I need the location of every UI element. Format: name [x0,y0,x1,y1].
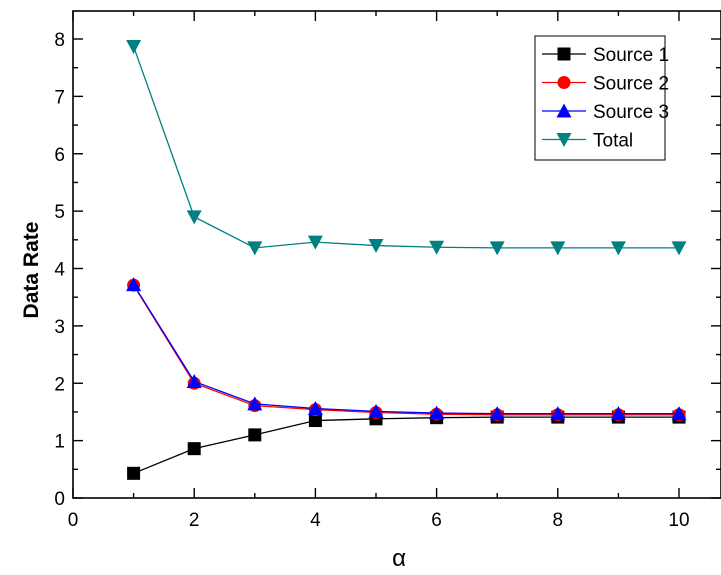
legend-label: Source 1 [593,45,669,66]
data-point [127,466,141,480]
series-line [132,46,679,249]
legend-item: Source 1 [542,45,669,66]
x-tick-label: 4 [310,510,321,531]
ticks-layer: 0 2 4 6 8 10 0 1 2 3 4 5 6 7 8 [54,11,721,531]
data-point [126,39,142,54]
legend-label: Source 3 [593,102,669,123]
data-point [247,241,263,256]
legend-item: Source 2 [542,74,669,95]
legend-item: Total [542,131,633,152]
legend-swatch-marker [557,76,571,89]
data-point [610,406,626,421]
legend-swatch-marker [557,47,571,61]
y-tick-label: 7 [54,87,65,108]
x-tick-label: 6 [431,510,442,531]
data-point [610,241,626,256]
series-4 [126,39,687,256]
series-line [133,416,679,474]
x-tick-label: 0 [68,510,79,531]
data-point [307,235,323,250]
data-point [368,403,384,418]
x-tick-label: 2 [189,510,200,531]
data-point [489,241,505,256]
x-tick-label: 8 [553,510,564,531]
legend-swatch-marker [556,133,572,147]
y-tick-label: 8 [54,30,65,51]
data-point [550,406,566,421]
y-tick-label: 3 [54,317,65,338]
series-line [133,284,679,416]
legend-item: Source 3 [542,102,669,123]
data-point [671,241,687,256]
data-point [368,239,384,254]
data-point [429,240,445,255]
y-tick-label: 4 [54,260,65,281]
y-tick-label: 2 [54,374,65,395]
series-layer [126,39,687,480]
series-line [133,284,679,415]
data-point [550,241,566,256]
y-tick-label: 6 [54,145,65,166]
data-point [186,210,202,225]
data-point [671,406,687,421]
y-tick-label: 5 [54,202,65,223]
legend: Source 1 Source 2 Source 3 Total [534,35,669,161]
data-point [307,400,323,415]
data-point [187,442,201,456]
legend-swatch-marker [556,103,572,118]
data-point [308,414,322,428]
data-point [247,396,263,411]
data-point [429,405,445,420]
legend-label: Total [593,131,633,152]
y-axis-title: Data Rate [20,222,43,319]
x-tick-label: 10 [668,510,689,531]
data-point [248,428,262,442]
y-tick-label: 0 [54,489,65,510]
data-point [126,277,142,292]
data-point [489,406,505,421]
legend-label: Source 2 [593,74,669,95]
plot-frame [72,10,721,499]
series-3 [126,277,687,421]
data-point [186,374,202,389]
y-tick-label: 1 [54,432,65,453]
x-axis-title: α [392,545,406,572]
